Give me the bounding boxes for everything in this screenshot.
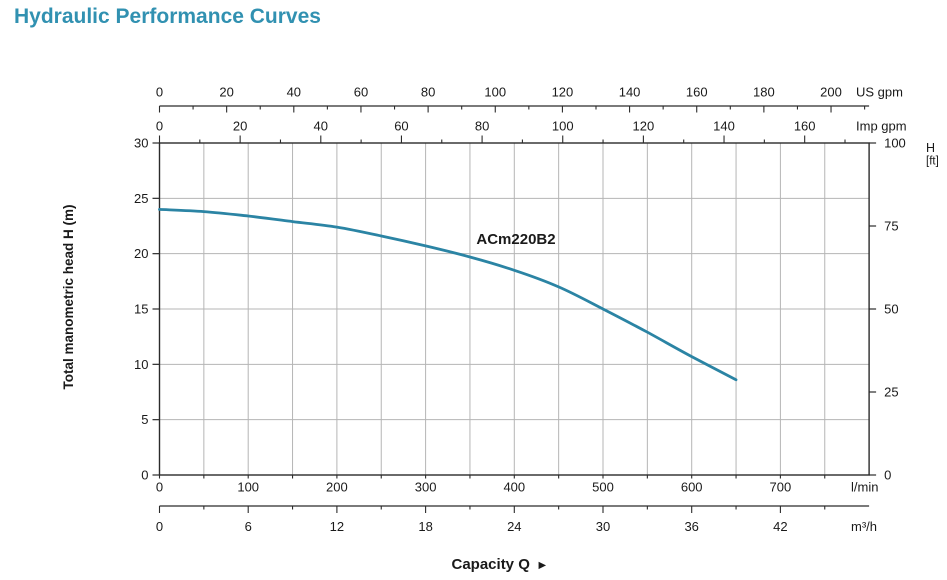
x-axis-title-text: Capacity Q — [452, 556, 531, 573]
imp-gpm-unit-label: Imp gpm — [856, 119, 907, 134]
imp-gpm-tick-label: 0 — [156, 119, 163, 134]
head-ft-tick-label: 25 — [884, 385, 898, 400]
imp-gpm-axis: 0 20 40 60 80 100 120 140 160 Imp gpm — [156, 119, 907, 143]
imp-gpm-tick-label: 100 — [552, 119, 574, 134]
x-axis-title: Capacity Q ► — [452, 556, 549, 573]
us-gpm-tick-label: 120 — [552, 85, 574, 100]
us-gpm-tick-label: 100 — [484, 85, 506, 100]
head-ft-unit-label: H — [926, 141, 935, 155]
lmin-unit-label: l/min — [851, 480, 878, 495]
x-axis-arrow-icon: ► — [530, 558, 549, 572]
pump-curve — [158, 208, 738, 382]
curve-label: ACm220B2 — [476, 231, 555, 248]
lmin-tick-label: 200 — [326, 480, 348, 495]
us-gpm-tick-label: 200 — [820, 85, 842, 100]
lmin-tick-label: 600 — [681, 480, 703, 495]
page-title: Hydraulic Performance Curves — [14, 5, 321, 28]
us-gpm-tick-label: 160 — [686, 85, 708, 100]
y-axis-title: Total manometric head H (m) — [61, 204, 76, 389]
us-gpm-tick-label: 140 — [619, 85, 641, 100]
head-ft-tick-label: 75 — [884, 219, 898, 234]
imp-gpm-tick-label: 60 — [394, 119, 408, 134]
head-m-axis: 0 5 10 15 20 25 30 Total manometric head H (m) — [61, 136, 160, 483]
lmin-tick-label: 400 — [503, 480, 525, 495]
m3h-tick-label: 42 — [773, 519, 787, 534]
head-ft-tick-label: 100 — [884, 136, 906, 151]
lmin-tick-label: 300 — [415, 480, 437, 495]
m3h-tick-label: 12 — [330, 519, 344, 534]
m3h-tick-label: 36 — [684, 519, 698, 534]
head-ft-tick-label: 50 — [884, 302, 898, 317]
imp-gpm-tick-label: 120 — [633, 119, 655, 134]
m3h-unit-label: m³/h — [851, 519, 877, 534]
head-m-tick-label: 0 — [141, 468, 148, 483]
head-ft-unit-bracket-label: [ft] — [926, 156, 939, 168]
head-m-tick-label: 15 — [134, 302, 148, 317]
us-gpm-axis: 0 20 40 60 80 100 120 140 160 180 200 US gpm — [156, 85, 903, 113]
head-ft-tick-label: 0 — [884, 468, 891, 483]
m3h-tick-label: 0 — [156, 519, 163, 534]
m3h-tick-label: 6 — [245, 519, 252, 534]
head-m-tick-label: 10 — [134, 357, 148, 372]
us-gpm-tick-label: 180 — [753, 85, 775, 100]
m3h-tick-label: 18 — [418, 519, 432, 534]
lmin-tick-label: 700 — [770, 480, 792, 495]
imp-gpm-tick-label: 80 — [475, 119, 489, 134]
m3h-axis: 0 6 12 18 24 30 36 42 m³/h — [156, 505, 877, 534]
us-gpm-tick-label: 60 — [354, 85, 368, 100]
head-m-tick-label: 30 — [134, 136, 148, 151]
us-gpm-tick-label: 80 — [421, 85, 435, 100]
m3h-tick-label: 30 — [596, 519, 610, 534]
m3h-tick-label: 24 — [507, 519, 521, 534]
head-m-tick-label: 25 — [134, 191, 148, 206]
lmin-axis: 0 100 200 300 400 500 600 700 l/min — [156, 475, 878, 495]
us-gpm-tick-label: 20 — [219, 85, 233, 100]
imp-gpm-tick-label: 40 — [314, 119, 328, 134]
us-gpm-tick-label: 0 — [156, 85, 163, 100]
head-ft-axis: 0 25 50 75 100 H[ft] — [869, 136, 939, 483]
us-gpm-unit-label: US gpm — [856, 85, 903, 100]
imp-gpm-tick-label: 140 — [713, 119, 735, 134]
lmin-tick-label: 0 — [156, 480, 163, 495]
us-gpm-tick-label: 40 — [287, 85, 301, 100]
lmin-tick-label: 100 — [237, 480, 259, 495]
imp-gpm-tick-label: 160 — [794, 119, 816, 134]
head-m-tick-label: 5 — [141, 412, 148, 427]
head-m-tick-label: 20 — [134, 246, 148, 261]
imp-gpm-tick-label: 20 — [233, 119, 247, 134]
lmin-tick-label: 500 — [592, 480, 614, 495]
gridlines — [159, 143, 870, 475]
